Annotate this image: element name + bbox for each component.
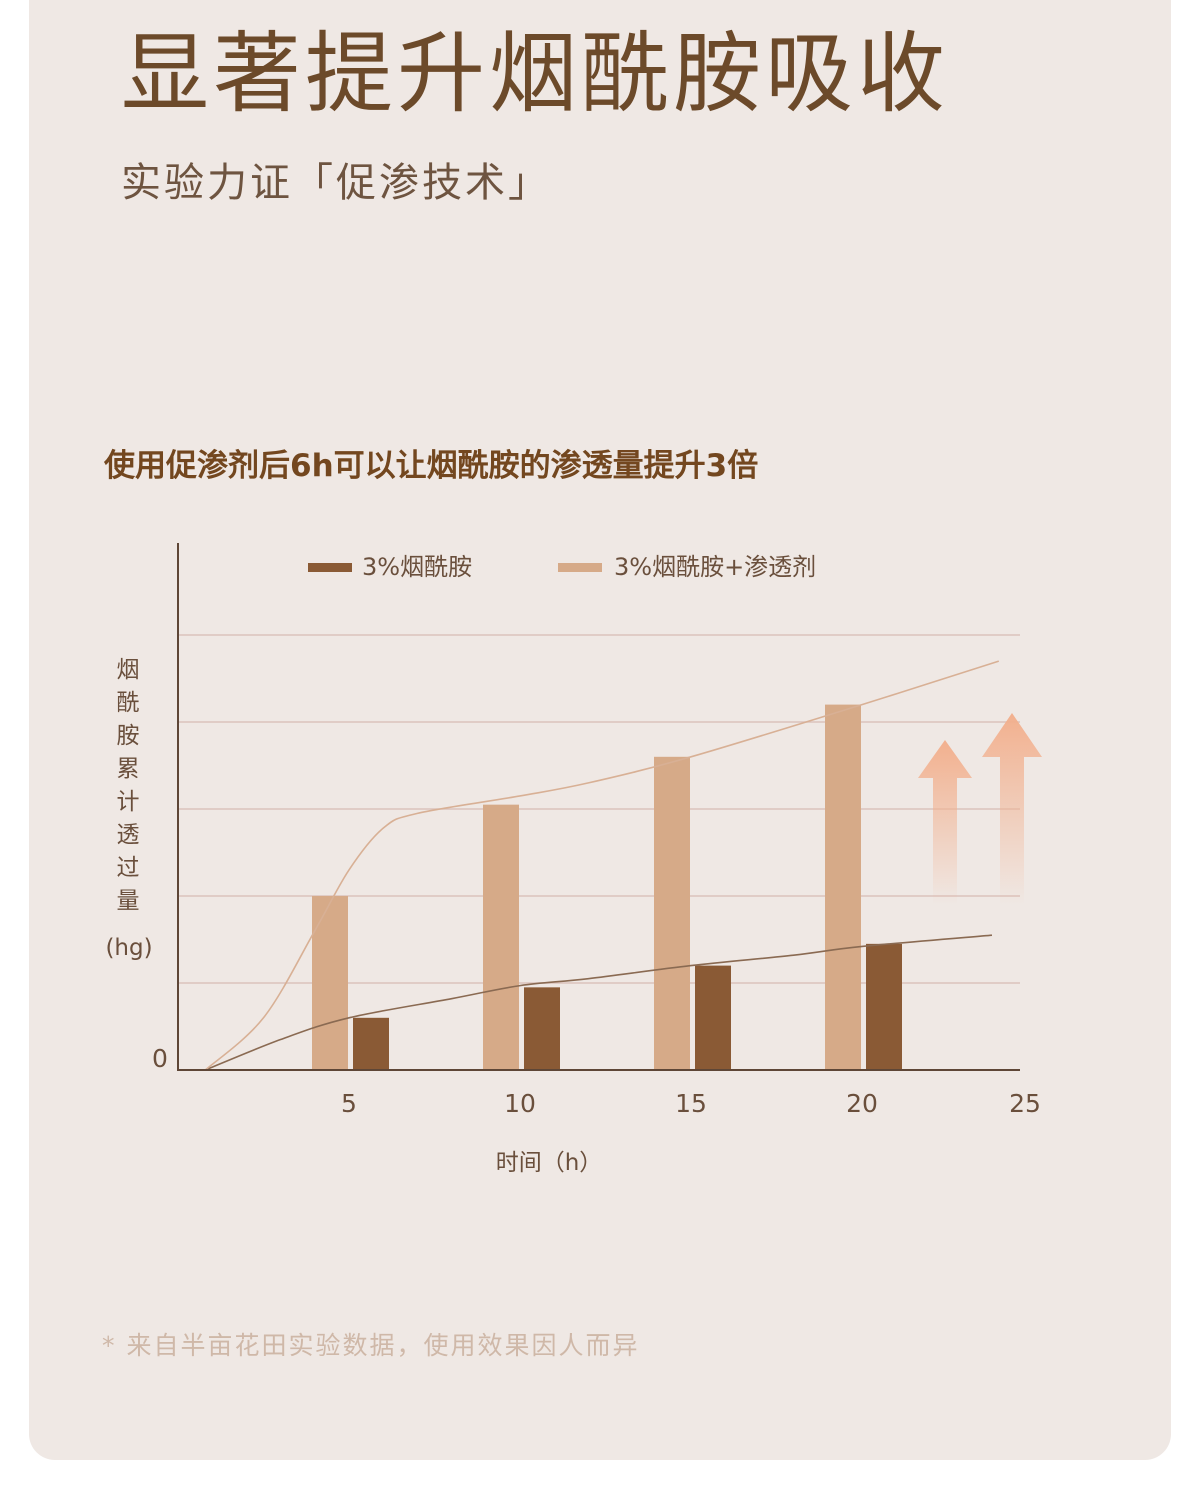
bar-nicotinamide: [695, 965, 731, 1070]
y-zero-label: 0: [152, 1044, 168, 1073]
y-axis-unit: (hg): [105, 935, 152, 961]
bar-nicotinamide: [524, 987, 560, 1070]
x-tick-label: 15: [675, 1089, 707, 1118]
footnote: * 来自半亩花田实验数据，使用效果因人而异: [102, 1331, 640, 1360]
bar-with-penetrant: [654, 756, 690, 1070]
up-arrow-icon: [918, 740, 972, 905]
up-arrow-icon: [982, 713, 1042, 905]
subtitle: 实验力证「促渗技术」: [121, 160, 551, 206]
x-axis-title: 时间（h）: [496, 1150, 603, 1176]
bar-with-penetrant: [312, 896, 348, 1070]
trend-curve-nicotinamide: [205, 934, 993, 1071]
legend-swatch: [558, 563, 602, 572]
bar-nicotinamide: [866, 943, 902, 1070]
content-card: 核心「促渗」技术 显著提升烟酰胺吸收 实验力证「促渗技术」: [29, 0, 1171, 1460]
bar-with-penetrant: [825, 704, 861, 1070]
headline-line-2: 显著提升烟酰胺吸收: [121, 22, 950, 125]
legend-swatch: [308, 563, 352, 572]
legend-label: 3%烟酰胺: [362, 553, 472, 581]
x-tick-label: 5: [341, 1089, 357, 1118]
trend-curve-with-penetrant: [204, 660, 1000, 1071]
bar-with-penetrant: [483, 804, 519, 1070]
bar-nicotinamide: [353, 1017, 389, 1070]
x-tick-label: 10: [504, 1089, 536, 1118]
y-axis-title: 烟酰胺累计透过量: [117, 657, 140, 914]
headline-line-1: 核心「促渗」技术: [121, 0, 857, 12]
claim-heading: 使用促渗剂后6h可以让烟酰胺的渗透量提升3倍: [104, 448, 759, 484]
legend-label: 3%烟酰胺+渗透剂: [614, 553, 816, 581]
x-tick-label: 25: [1009, 1089, 1041, 1118]
x-tick-label: 20: [846, 1089, 878, 1118]
